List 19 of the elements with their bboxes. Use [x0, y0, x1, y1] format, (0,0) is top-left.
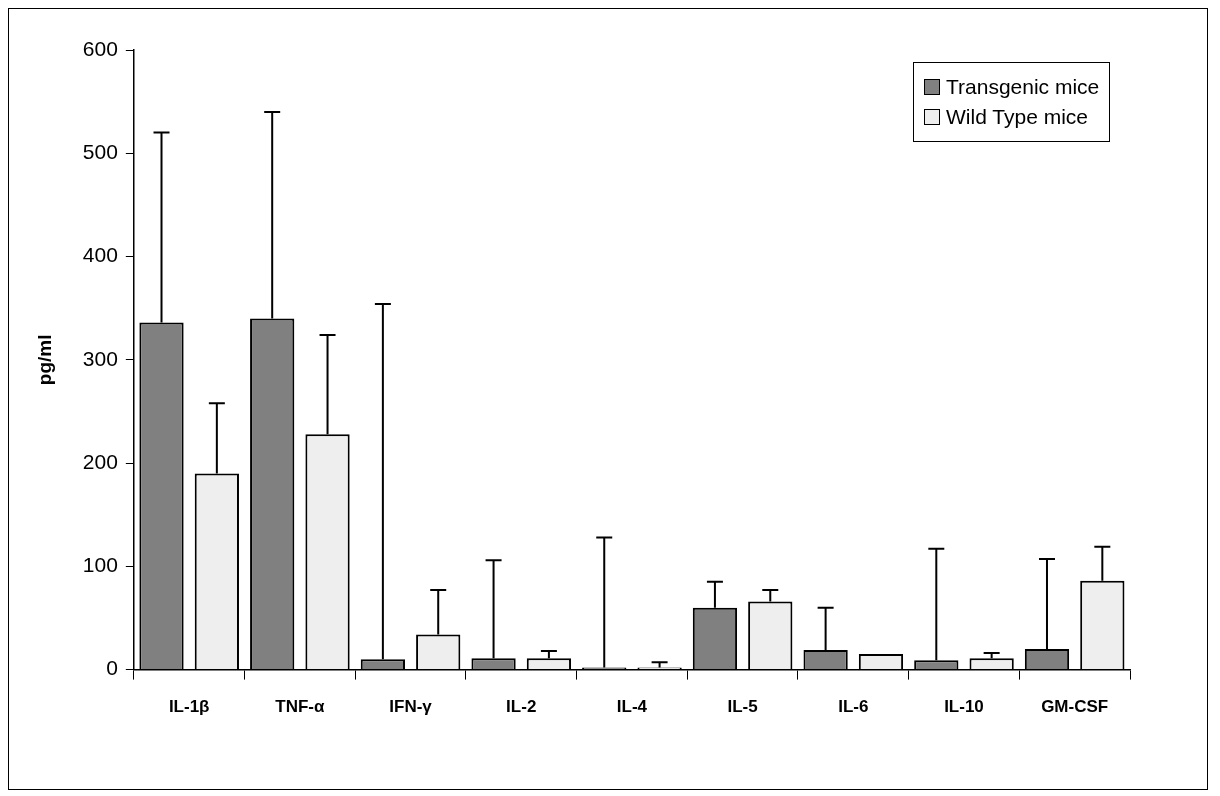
y-tick-label: 200 — [82, 449, 118, 473]
y-tick-label: 0 — [106, 656, 118, 680]
x-tick-label: IL-10 — [944, 697, 984, 717]
x-tick-label: IL-6 — [838, 697, 869, 717]
y-tick-label: 300 — [82, 346, 118, 370]
y-tick-label: 600 — [82, 36, 118, 60]
x-tick-label: TNF-α — [275, 697, 325, 717]
y-axis-title: pg/ml — [33, 334, 55, 386]
x-tick-label: IL-2 — [506, 697, 537, 717]
y-tick-label: 400 — [82, 243, 118, 267]
legend-label: Transgenic mice — [946, 75, 1100, 99]
x-tick-label: IFN-γ — [389, 697, 433, 717]
x-tick-label: IL-1β — [168, 697, 210, 717]
y-tick-label: 500 — [82, 140, 118, 164]
x-tick-label: GM-CSF — [1041, 697, 1109, 717]
y-tick-label: 100 — [82, 553, 118, 577]
x-tick-label: IL-4 — [616, 697, 648, 717]
x-tick-label: IL-5 — [727, 697, 758, 717]
legend-label: Wild Type mice — [946, 105, 1088, 129]
